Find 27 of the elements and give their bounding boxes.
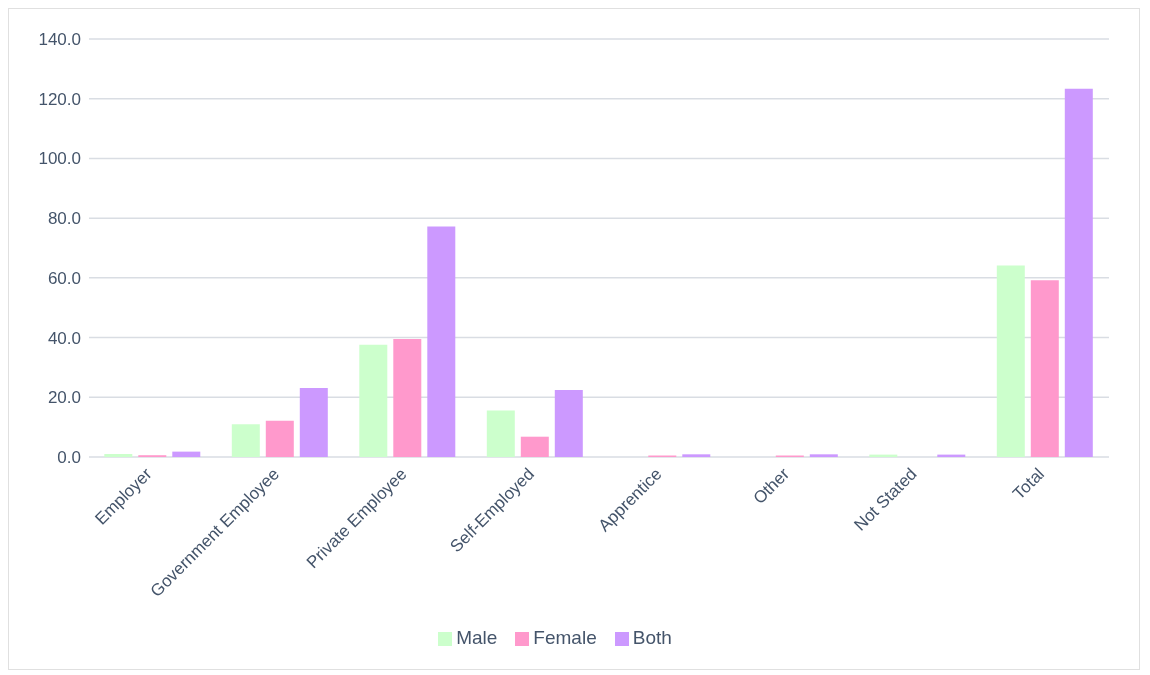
y-tick-label: 60.0 [47, 268, 81, 288]
legend-label: Both [632, 627, 672, 648]
bar [231, 424, 260, 457]
bar [554, 390, 583, 457]
bar [393, 339, 422, 457]
bar [1030, 280, 1059, 457]
bar [359, 344, 388, 457]
bar [299, 388, 328, 457]
bar [427, 226, 456, 457]
y-tick-label: 0.0 [57, 448, 81, 468]
bar [520, 436, 549, 457]
y-tick-label: 120.0 [38, 89, 81, 109]
bar [682, 454, 711, 457]
legend-label: Female [533, 627, 597, 648]
bar [486, 410, 515, 457]
bar [996, 265, 1025, 457]
y-tick-label: 80.0 [47, 209, 81, 229]
y-tick-label: 100.0 [38, 149, 81, 169]
bar [809, 454, 838, 457]
bar [104, 454, 133, 457]
y-tick-label: 140.0 [38, 30, 81, 50]
legend-label: Male [456, 627, 498, 648]
y-tick-label: 20.0 [47, 388, 81, 408]
bar [172, 451, 201, 457]
bar [1064, 88, 1093, 457]
bar [265, 420, 294, 457]
y-tick-label: 40.0 [47, 328, 81, 348]
